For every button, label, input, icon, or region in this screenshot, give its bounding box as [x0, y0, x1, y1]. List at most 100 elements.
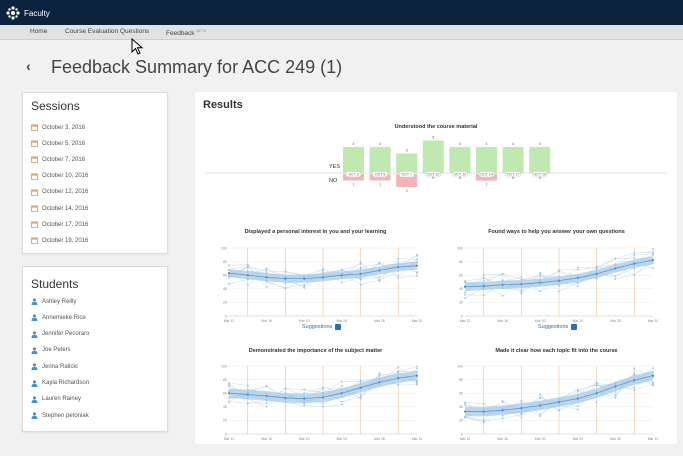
mean-point — [520, 407, 523, 410]
chart-title-importance: Demonstrated the importance of the subje… — [248, 348, 383, 354]
data-point — [378, 372, 381, 375]
data-point — [265, 270, 268, 272]
data-point — [614, 394, 617, 396]
data-point — [397, 274, 400, 277]
mean-point — [397, 265, 400, 269]
data-point — [359, 261, 362, 264]
data-point — [595, 264, 598, 267]
student-item[interactable]: Kayla Richardson — [31, 379, 89, 387]
mouse-pointer-icon — [131, 38, 144, 55]
data-point — [265, 402, 268, 405]
data-point — [359, 393, 362, 396]
back-button[interactable]: ‹ — [26, 58, 31, 74]
chart-personal-interest: 0 20 40 60 80 100 Mar 12 Mar 16 Mar 20 Mar 24 Mar … — [221, 246, 422, 323]
data-point — [340, 281, 343, 284]
data-point — [464, 402, 466, 405]
nav-home[interactable]: Home — [30, 28, 48, 35]
session-item[interactable]: October 19, 2016 — [31, 237, 89, 245]
data-point — [464, 404, 466, 407]
data-point — [576, 268, 579, 271]
student-item[interactable]: Stephen petoniak — [31, 412, 89, 420]
category-pill — [531, 171, 548, 178]
x-tick-label: Mar 16 — [497, 319, 508, 323]
data-point — [246, 402, 249, 405]
data-point — [464, 293, 466, 296]
y-tick-label: 20 — [223, 301, 227, 305]
nav-feedback[interactable]: Feedback BETA — [166, 28, 207, 37]
mean-point — [378, 381, 381, 384]
data-point — [340, 385, 343, 387]
category-label: OCT 7 — [401, 173, 412, 177]
data-point — [482, 421, 485, 424]
no-count: 0 — [459, 176, 461, 180]
suggestions-link-1[interactable]: Suggestions — [302, 324, 342, 330]
session-label: October 17, 2016 — [42, 221, 89, 228]
suggestions-label: Suggestions — [302, 324, 333, 330]
data-point — [595, 381, 598, 384]
student-item[interactable]: Annemieke Rice — [31, 314, 86, 322]
x-tick-label: Mar 31 — [412, 319, 422, 323]
student-item[interactable]: Jenna Ralicki — [31, 363, 78, 371]
mean-point — [463, 285, 467, 288]
mean-point — [321, 396, 325, 399]
y-tick-label: 0 — [461, 432, 463, 436]
data-point — [595, 268, 598, 270]
session-item[interactable]: October 5, 2016 — [31, 140, 85, 148]
suggestions-link-2[interactable]: Suggestions — [538, 324, 578, 330]
category-pill — [505, 171, 521, 178]
person-icon — [31, 363, 38, 371]
data-point — [416, 367, 418, 370]
category-label: OCT 10 — [427, 173, 440, 177]
data-point — [464, 416, 466, 419]
y-tick-label: 100 — [221, 246, 227, 250]
x-tick-label: Mar 16 — [261, 319, 272, 323]
mean-point — [227, 272, 231, 275]
data-point — [539, 393, 542, 396]
student-name: Stephen petoniak — [42, 412, 89, 419]
data-point — [416, 258, 418, 261]
session-item[interactable]: October 14, 2016 — [31, 205, 88, 212]
y-tick-label: 0 — [225, 432, 227, 436]
session-item[interactable]: October 3, 2016 — [31, 124, 85, 131]
data-point — [464, 291, 466, 294]
data-point — [464, 297, 466, 300]
session-item[interactable]: October 12, 2016 — [31, 188, 89, 196]
y-tick-label: 20 — [459, 301, 463, 305]
student-name: Joe Peters — [42, 347, 71, 354]
data-point — [482, 279, 485, 282]
no-label: NO — [329, 178, 338, 184]
brand[interactable]: Faculty — [6, 6, 50, 20]
data-point — [652, 251, 654, 253]
no-count: 1 — [353, 183, 355, 187]
student-item[interactable]: Joe Peters — [31, 347, 71, 354]
mean-point — [359, 272, 362, 275]
x-tick-label: Mar 12 — [224, 319, 235, 323]
session-item[interactable]: October 7, 2016 — [31, 156, 85, 164]
data-point — [246, 263, 249, 266]
data-point — [397, 257, 400, 260]
yes-bar — [396, 153, 418, 173]
student-item[interactable]: Lauren Rainey — [31, 396, 81, 403]
y-tick-label: 80 — [459, 378, 463, 382]
y-tick-label: 40 — [459, 405, 463, 409]
session-item[interactable]: October 10, 2016 — [31, 172, 88, 180]
session-item[interactable]: October 17, 2016 — [31, 221, 89, 229]
student-item[interactable]: Jennifer Pecoraro — [31, 330, 90, 338]
session-label: October 12, 2016 — [42, 189, 89, 196]
mean-point — [482, 410, 485, 413]
mean-point — [595, 392, 598, 395]
data-point — [520, 412, 523, 415]
data-point — [397, 261, 400, 263]
student-item[interactable]: Ashley Reilly — [31, 298, 76, 305]
mean-point — [463, 410, 467, 413]
data-point — [576, 285, 579, 288]
student-name: Jennifer Pecoraro — [42, 331, 90, 338]
sessions-panel: Sessions October 3, 2016 October 5, 2016 O… — [22, 92, 168, 254]
mean-point — [415, 264, 419, 267]
data-point — [246, 283, 249, 286]
session-label: October 19, 2016 — [42, 237, 89, 244]
data-point — [397, 276, 400, 279]
x-tick-label: Mar 28 — [374, 319, 385, 323]
nav-course-evaluation-questions[interactable]: Course Evaluation Questions — [65, 28, 150, 35]
data-point — [652, 248, 654, 250]
